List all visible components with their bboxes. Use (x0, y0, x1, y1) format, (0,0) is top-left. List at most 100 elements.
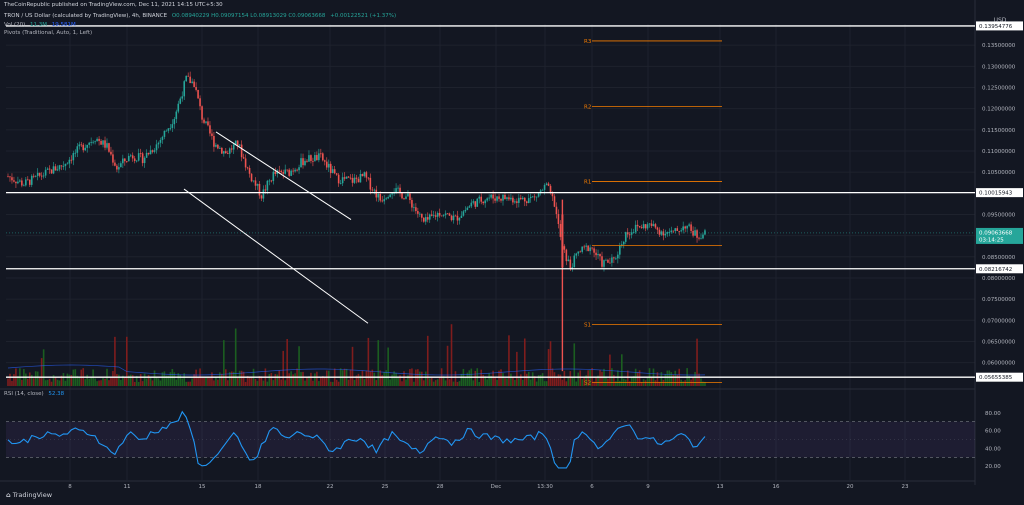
candle-body (692, 230, 694, 236)
candle-body (66, 163, 69, 165)
volume-bar (646, 377, 649, 386)
candle-body (254, 180, 257, 186)
volume-bar (692, 376, 694, 386)
volume-bar (226, 380, 229, 386)
candle-body (508, 197, 510, 200)
volume-bar (353, 379, 356, 386)
candle-body (662, 231, 665, 236)
volume-bar (496, 379, 498, 386)
candle-body (571, 267, 574, 269)
pivot-label-r2: R2 (584, 105, 591, 111)
candle-body (421, 213, 423, 218)
last-price-tag (976, 227, 1023, 244)
volume-bar (621, 354, 623, 386)
volume-bar (76, 375, 79, 386)
volume-bar (143, 373, 146, 386)
volume-bar (601, 371, 603, 386)
volume-bar (361, 370, 364, 386)
volume-bar (193, 374, 195, 386)
candle-body (547, 183, 550, 186)
volume-bar (367, 337, 370, 386)
volume-bar (545, 381, 548, 386)
candle-body (696, 230, 698, 238)
volume-bar (589, 369, 591, 386)
volume-bar (137, 381, 140, 386)
volume-bar (664, 374, 667, 386)
price-tick-label: 0.07500000 (982, 297, 1016, 303)
volume-bar (628, 381, 631, 386)
volume-bar (541, 373, 544, 386)
volume-bar (98, 380, 100, 386)
volume-bar (9, 373, 11, 386)
candle-body (395, 188, 397, 193)
candle-body (516, 201, 518, 203)
candle-body (652, 224, 655, 226)
volume-bar (460, 373, 463, 386)
candle-body (76, 146, 79, 153)
volume-bar (385, 370, 387, 386)
volume-bar (153, 370, 156, 386)
volume-bar (688, 376, 690, 386)
volume-bar (444, 380, 447, 386)
candle-body (464, 209, 467, 212)
volume-bar (131, 375, 134, 386)
volume-bar (573, 343, 576, 386)
candle-body (411, 199, 413, 208)
candle-body (7, 176, 9, 178)
volume-bar (310, 372, 312, 386)
volume-bar (557, 374, 560, 386)
volume-bar (228, 372, 231, 386)
candle-body (478, 196, 481, 199)
volume-bar (112, 370, 114, 386)
candle-body (250, 173, 253, 182)
volume-bar (577, 372, 580, 386)
volume-bar (298, 346, 300, 386)
candle-body (355, 177, 358, 179)
volume-bar (320, 376, 322, 386)
candle-body (30, 175, 33, 185)
volume-bar (413, 381, 415, 386)
volume-bar (448, 379, 451, 386)
rsi-tick-label: 40.00 (985, 446, 1001, 452)
candle-body (187, 75, 189, 77)
volume-bar (535, 381, 538, 386)
candle-body (615, 258, 617, 260)
candle-body (500, 198, 502, 201)
volume-bar (64, 380, 67, 386)
candle-body (139, 153, 142, 154)
candle-body (40, 175, 43, 177)
volume-bar (284, 380, 286, 386)
candle-body (375, 189, 378, 198)
volume-bar (492, 370, 494, 386)
candle-body (462, 211, 465, 216)
volume-bar (236, 378, 239, 386)
candle-body (686, 225, 688, 229)
candle-body (506, 197, 508, 200)
volume-bar (96, 381, 98, 386)
volume-bar (32, 378, 35, 386)
candle-body (563, 246, 566, 250)
candle-body (529, 196, 532, 199)
volume-bar (474, 370, 477, 386)
candle-body (92, 141, 94, 143)
volume-bar (159, 380, 162, 386)
volume-bar (52, 375, 55, 386)
volume-bar (553, 372, 556, 386)
volume-bar (242, 371, 245, 386)
tradingview-logo[interactable]: ⌂ TradingView (6, 491, 52, 499)
volume-bar (615, 381, 617, 386)
candle-body (292, 170, 294, 172)
volume-bar (575, 381, 578, 386)
volume-bar (248, 377, 251, 386)
candle-body (381, 200, 384, 202)
candle-body (676, 228, 679, 231)
candle-body (52, 166, 55, 174)
price-tick-label: 0.12000000 (982, 107, 1016, 113)
volume-bar (221, 373, 223, 386)
candle-body (347, 176, 350, 178)
candle-body (260, 195, 263, 199)
candle-body (169, 127, 172, 129)
volume-bar (403, 371, 405, 386)
candle-body (74, 152, 77, 154)
